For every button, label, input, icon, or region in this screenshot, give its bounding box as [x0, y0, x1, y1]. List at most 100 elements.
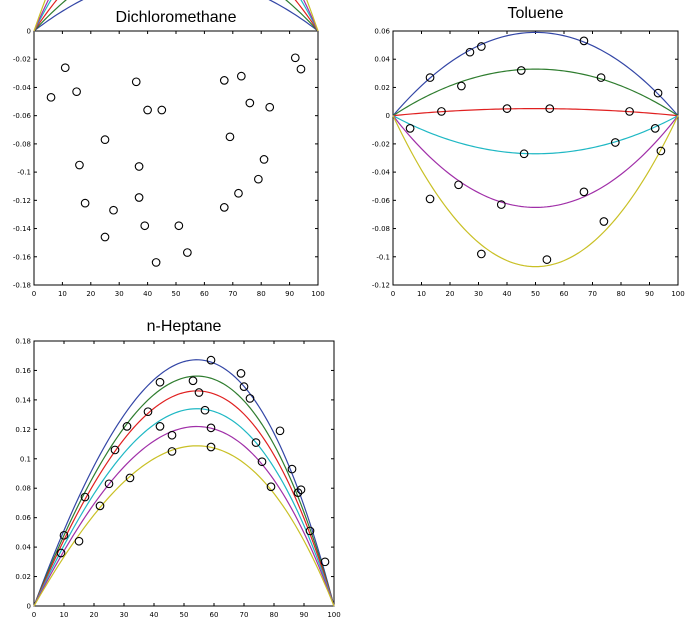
- series-5-data-point: [477, 249, 486, 259]
- series-4-data-point: [496, 200, 506, 209]
- x-tick-label: 0: [32, 290, 36, 298]
- series-0-data-point: [236, 71, 246, 81]
- series-5-data-point: [59, 530, 69, 540]
- y-tick-label: -0.1: [17, 169, 31, 177]
- series-4-data-point: [257, 457, 267, 467]
- y-tick-label: 0.14: [15, 396, 31, 404]
- x-tick-label: 50: [172, 290, 181, 298]
- series-0-curve: [33, 0, 319, 32]
- y-tick-label: 0.12: [15, 426, 31, 434]
- series-4-curve: [392, 115, 679, 208]
- series-2-data-point: [502, 104, 512, 113]
- x-tick-label: 20: [90, 611, 99, 619]
- series-0-data-point: [206, 355, 216, 365]
- series-5-data-point: [320, 557, 330, 567]
- series-4-data-point: [206, 423, 216, 433]
- series-0-data-point: [287, 464, 297, 474]
- series-3-data-point: [610, 138, 620, 147]
- series-5-data-point: [542, 255, 552, 264]
- series-4-curve: [33, 425, 335, 607]
- series-0-data-point: [219, 76, 229, 85]
- series-5-data-point: [167, 447, 177, 456]
- series-5-data-point: [425, 194, 435, 204]
- series-5-data-point: [151, 258, 161, 267]
- series-3-data-point: [134, 193, 144, 202]
- series-5-curve: [33, 445, 335, 607]
- series-0-data-point: [155, 377, 165, 387]
- x-tick-label: 70: [240, 611, 249, 619]
- series-4-data-point: [296, 485, 306, 495]
- x-tick-label: 80: [270, 611, 279, 619]
- series-1-data-point: [596, 73, 606, 82]
- series-5-data-point: [100, 232, 110, 242]
- x-tick-label: 30: [115, 290, 124, 298]
- series-5-data-point: [183, 248, 192, 257]
- series-0-data-point: [236, 369, 246, 378]
- y-tick-label: 0.16: [15, 367, 31, 375]
- x-tick-label: 80: [617, 290, 626, 298]
- series-3-data-point: [405, 124, 415, 133]
- x-tick-label: 100: [327, 611, 340, 619]
- series-2-curve: [33, 390, 335, 607]
- x-tick-label: 30: [120, 611, 129, 619]
- series-1-curve: [392, 68, 679, 117]
- series-0-data-point: [579, 36, 589, 46]
- y-tick-label: 0.18: [15, 338, 31, 346]
- plot-frame: [33, 30, 319, 286]
- series-2-data-point: [437, 107, 446, 116]
- series-1-data-point: [516, 66, 526, 75]
- panel-toluene: Toluene 0 10 20 30 40 50 60 70 80 90 100 0.06 0.04 0.0…: [372, 5, 685, 298]
- series-2-data-point: [293, 488, 303, 497]
- series-5-data-point: [656, 146, 666, 156]
- plot-frame: [33, 340, 335, 607]
- series-3-data-point: [234, 188, 243, 198]
- x-tick-label: 40: [503, 290, 512, 298]
- series-4-data-point: [104, 479, 114, 489]
- x-tick-label: 70: [588, 290, 597, 298]
- y-tick-label: 0: [386, 112, 390, 120]
- series-1-curve: [33, 375, 335, 607]
- y-tick-label: -0.16: [13, 253, 32, 261]
- series-3-data-point: [75, 160, 84, 170]
- series-1-data-point: [143, 105, 152, 115]
- series-5-data-point: [599, 217, 609, 226]
- series-1-data-point: [72, 87, 81, 97]
- series-3-data-point: [519, 149, 529, 159]
- y-tick-label: -0.06: [13, 112, 32, 120]
- series-5-data-point: [80, 492, 90, 502]
- chart-title: n-Heptane: [147, 318, 222, 335]
- series-1-data-point: [245, 98, 255, 108]
- series-2-data-point: [265, 102, 275, 112]
- panel-n-heptane: n-Heptane 0 10 20 30 40 50 60 70 80 90 100 0.18 0.16 0…: [15, 318, 340, 619]
- series-0-curve: [33, 359, 335, 607]
- series-2-data-point: [134, 162, 144, 171]
- y-tick-label: 0.08: [15, 485, 31, 493]
- y-tick-label: 0.02: [15, 573, 31, 581]
- y-tick-label: -0.02: [13, 56, 31, 64]
- x-tick-label: 50: [531, 290, 540, 298]
- series-3-curve: [33, 408, 335, 607]
- x-tick-label: 0: [391, 290, 395, 298]
- series-4-data-point: [454, 180, 463, 190]
- series-1-data-point: [122, 422, 132, 431]
- series-3-data-point: [110, 445, 120, 455]
- series-4-data-point: [167, 430, 177, 440]
- series-1-data-point: [157, 105, 167, 115]
- x-tick-label: 100: [671, 290, 684, 298]
- y-tick-label: 0: [27, 603, 31, 611]
- series-3-data-point: [46, 92, 56, 102]
- series-5-data-point: [125, 473, 135, 483]
- series-3-data-point: [650, 124, 660, 133]
- y-tick-label: -0.06: [372, 197, 391, 205]
- series-2-curve: [392, 108, 679, 117]
- series-5-data-point: [95, 501, 105, 511]
- x-tick-label: 60: [210, 611, 219, 619]
- series-2-data-point: [100, 135, 110, 145]
- x-tick-label: 10: [58, 290, 67, 298]
- y-tick-label: -0.04: [13, 84, 32, 92]
- x-tick-label: 10: [417, 290, 426, 298]
- series-2-data-point: [143, 407, 153, 417]
- x-tick-label: 30: [474, 290, 483, 298]
- y-tick-label: -0.18: [13, 282, 31, 290]
